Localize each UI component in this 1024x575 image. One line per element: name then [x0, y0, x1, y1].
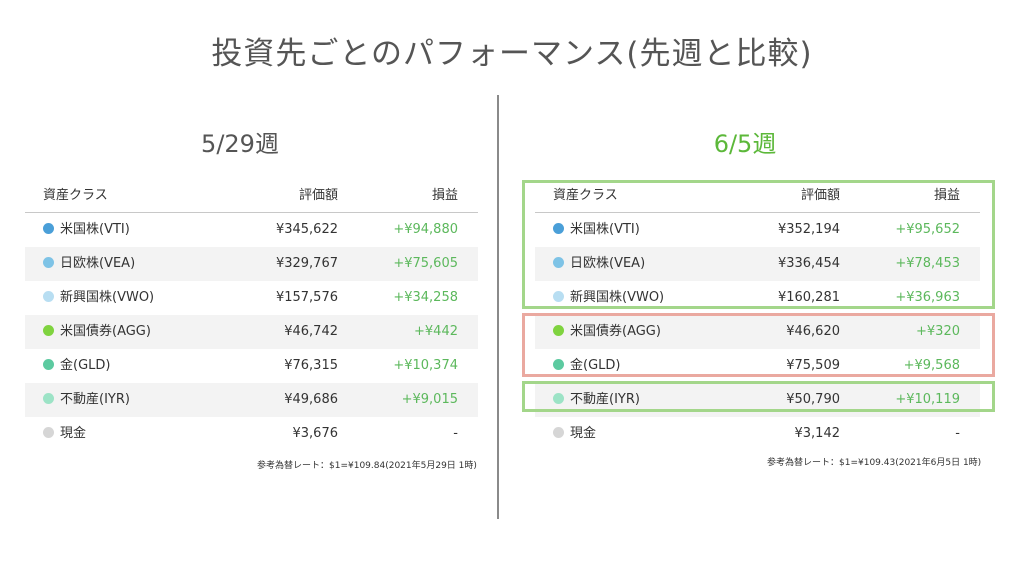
asset-value: ¥336,454 [777, 256, 840, 271]
asset-gain: +¥442 [414, 324, 458, 339]
asset-gain: +¥95,652 [895, 222, 960, 237]
table-row: 金(GLD) ¥76,315 +¥10,374 [25, 349, 478, 383]
table-row: 不動産(IYR) ¥49,686 +¥9,015 [25, 383, 478, 417]
asset-name: 新興国株(VWO) [60, 290, 155, 305]
asset-value: ¥49,686 [284, 392, 338, 407]
asset-gain: +¥94,880 [393, 222, 458, 237]
legend-dot-icon [553, 223, 564, 234]
legend-dot-icon [553, 325, 564, 336]
legend-dot-icon [553, 257, 564, 268]
asset-value: ¥76,315 [284, 358, 338, 373]
asset-gain: +¥9,015 [401, 392, 458, 407]
asset-name: 米国株(VTI) [60, 222, 130, 237]
asset-name: 現金 [60, 426, 87, 441]
asset-name: 米国債券(AGG) [60, 324, 151, 339]
header-gain: 損益 [431, 188, 458, 203]
table-row: 新興国株(VWO) ¥157,576 +¥34,258 [25, 281, 478, 315]
asset-name: 不動産(IYR) [570, 392, 640, 407]
performance-table-left: 資産クラス 評価額 損益 米国株(VTI) ¥345,622 +¥94,880 … [25, 180, 478, 451]
page-title: 投資先ごとのパフォーマンス(先週と比較) [211, 36, 813, 72]
table-row: 現金 ¥3,676 - [25, 417, 478, 451]
header-asset: 資産クラス [553, 188, 618, 203]
asset-name: 日欧株(VEA) [570, 256, 646, 271]
asset-name: 日欧株(VEA) [60, 256, 136, 271]
legend-dot-icon [553, 393, 564, 404]
asset-value: ¥345,622 [275, 222, 338, 237]
exchange-rate-note: 参考為替レート：$1=¥109.43(2021年6月5日 1時) [767, 458, 982, 468]
table-row: 金(GLD) ¥75,509 +¥9,568 [535, 349, 980, 383]
asset-name: 新興国株(VWO) [570, 290, 665, 305]
highlight-box-reit [522, 381, 995, 412]
table-row: 米国株(VTI) ¥352,194 +¥95,652 [535, 213, 980, 247]
asset-gain: +¥34,258 [393, 290, 458, 305]
legend-dot-icon [553, 427, 564, 438]
legend-dot-icon [553, 359, 564, 370]
header-asset: 資産クラス [43, 188, 108, 203]
asset-gain: +¥320 [916, 324, 960, 339]
legend-dot-icon [43, 223, 54, 234]
asset-value: ¥329,767 [275, 256, 338, 271]
asset-gain: +¥10,374 [393, 358, 458, 373]
legend-dot-icon [553, 291, 564, 302]
asset-name: 現金 [570, 426, 597, 441]
asset-value: ¥46,620 [786, 324, 840, 339]
table-row: 新興国株(VWO) ¥160,281 +¥36,963 [535, 281, 980, 315]
table-row: 米国債券(AGG) ¥46,742 +¥442 [25, 315, 478, 349]
table-row: 米国債券(AGG) ¥46,620 +¥320 [535, 315, 980, 349]
table-row: 現金 ¥3,142 - [535, 417, 980, 451]
table-row: 米国株(VTI) ¥345,622 +¥94,880 [25, 213, 478, 247]
asset-gain: +¥78,453 [895, 256, 960, 271]
table-header: 資産クラス 評価額 損益 [25, 180, 478, 213]
asset-value: ¥46,742 [284, 324, 338, 339]
highlight-box-bonds-gold [522, 313, 995, 377]
asset-gain: - [453, 426, 458, 441]
asset-gain: +¥9,568 [903, 358, 960, 373]
asset-gain: +¥36,963 [895, 290, 960, 305]
header-gain: 損益 [933, 188, 960, 203]
legend-dot-icon [43, 257, 54, 268]
legend-dot-icon [43, 291, 54, 302]
asset-value: ¥75,509 [786, 358, 840, 373]
week-heading-right: 6/5週 [713, 130, 777, 158]
asset-name: 米国債券(AGG) [570, 324, 661, 339]
legend-dot-icon [43, 427, 54, 438]
asset-value: ¥3,142 [794, 426, 841, 441]
asset-name: 金(GLD) [570, 358, 621, 373]
asset-value: ¥50,790 [786, 392, 840, 407]
asset-name: 不動産(IYR) [60, 392, 130, 407]
asset-value: ¥157,576 [275, 290, 338, 305]
asset-value: ¥352,194 [777, 222, 840, 237]
header-value: 評価額 [800, 188, 840, 203]
legend-dot-icon [43, 393, 54, 404]
highlight-box-stocks [522, 180, 995, 309]
asset-name: 米国株(VTI) [570, 222, 640, 237]
center-divider [497, 95, 499, 519]
legend-dot-icon [43, 359, 54, 370]
asset-value: ¥160,281 [777, 290, 840, 305]
asset-name: 金(GLD) [60, 358, 111, 373]
asset-gain: +¥75,605 [393, 256, 458, 271]
table-row: 日欧株(VEA) ¥329,767 +¥75,605 [25, 247, 478, 281]
asset-gain: +¥10,119 [895, 392, 960, 407]
exchange-rate-note: 参考為替レート：$1=¥109.84(2021年5月29日 1時) [257, 461, 477, 471]
week-heading-left: 5/29週 [201, 130, 279, 158]
header-value: 評価額 [298, 188, 338, 203]
table-header: 資産クラス 評価額 損益 [535, 180, 980, 213]
asset-value: ¥3,676 [292, 426, 339, 441]
table-row: 日欧株(VEA) ¥336,454 +¥78,453 [535, 247, 980, 281]
legend-dot-icon [43, 325, 54, 336]
asset-gain: - [955, 426, 960, 441]
